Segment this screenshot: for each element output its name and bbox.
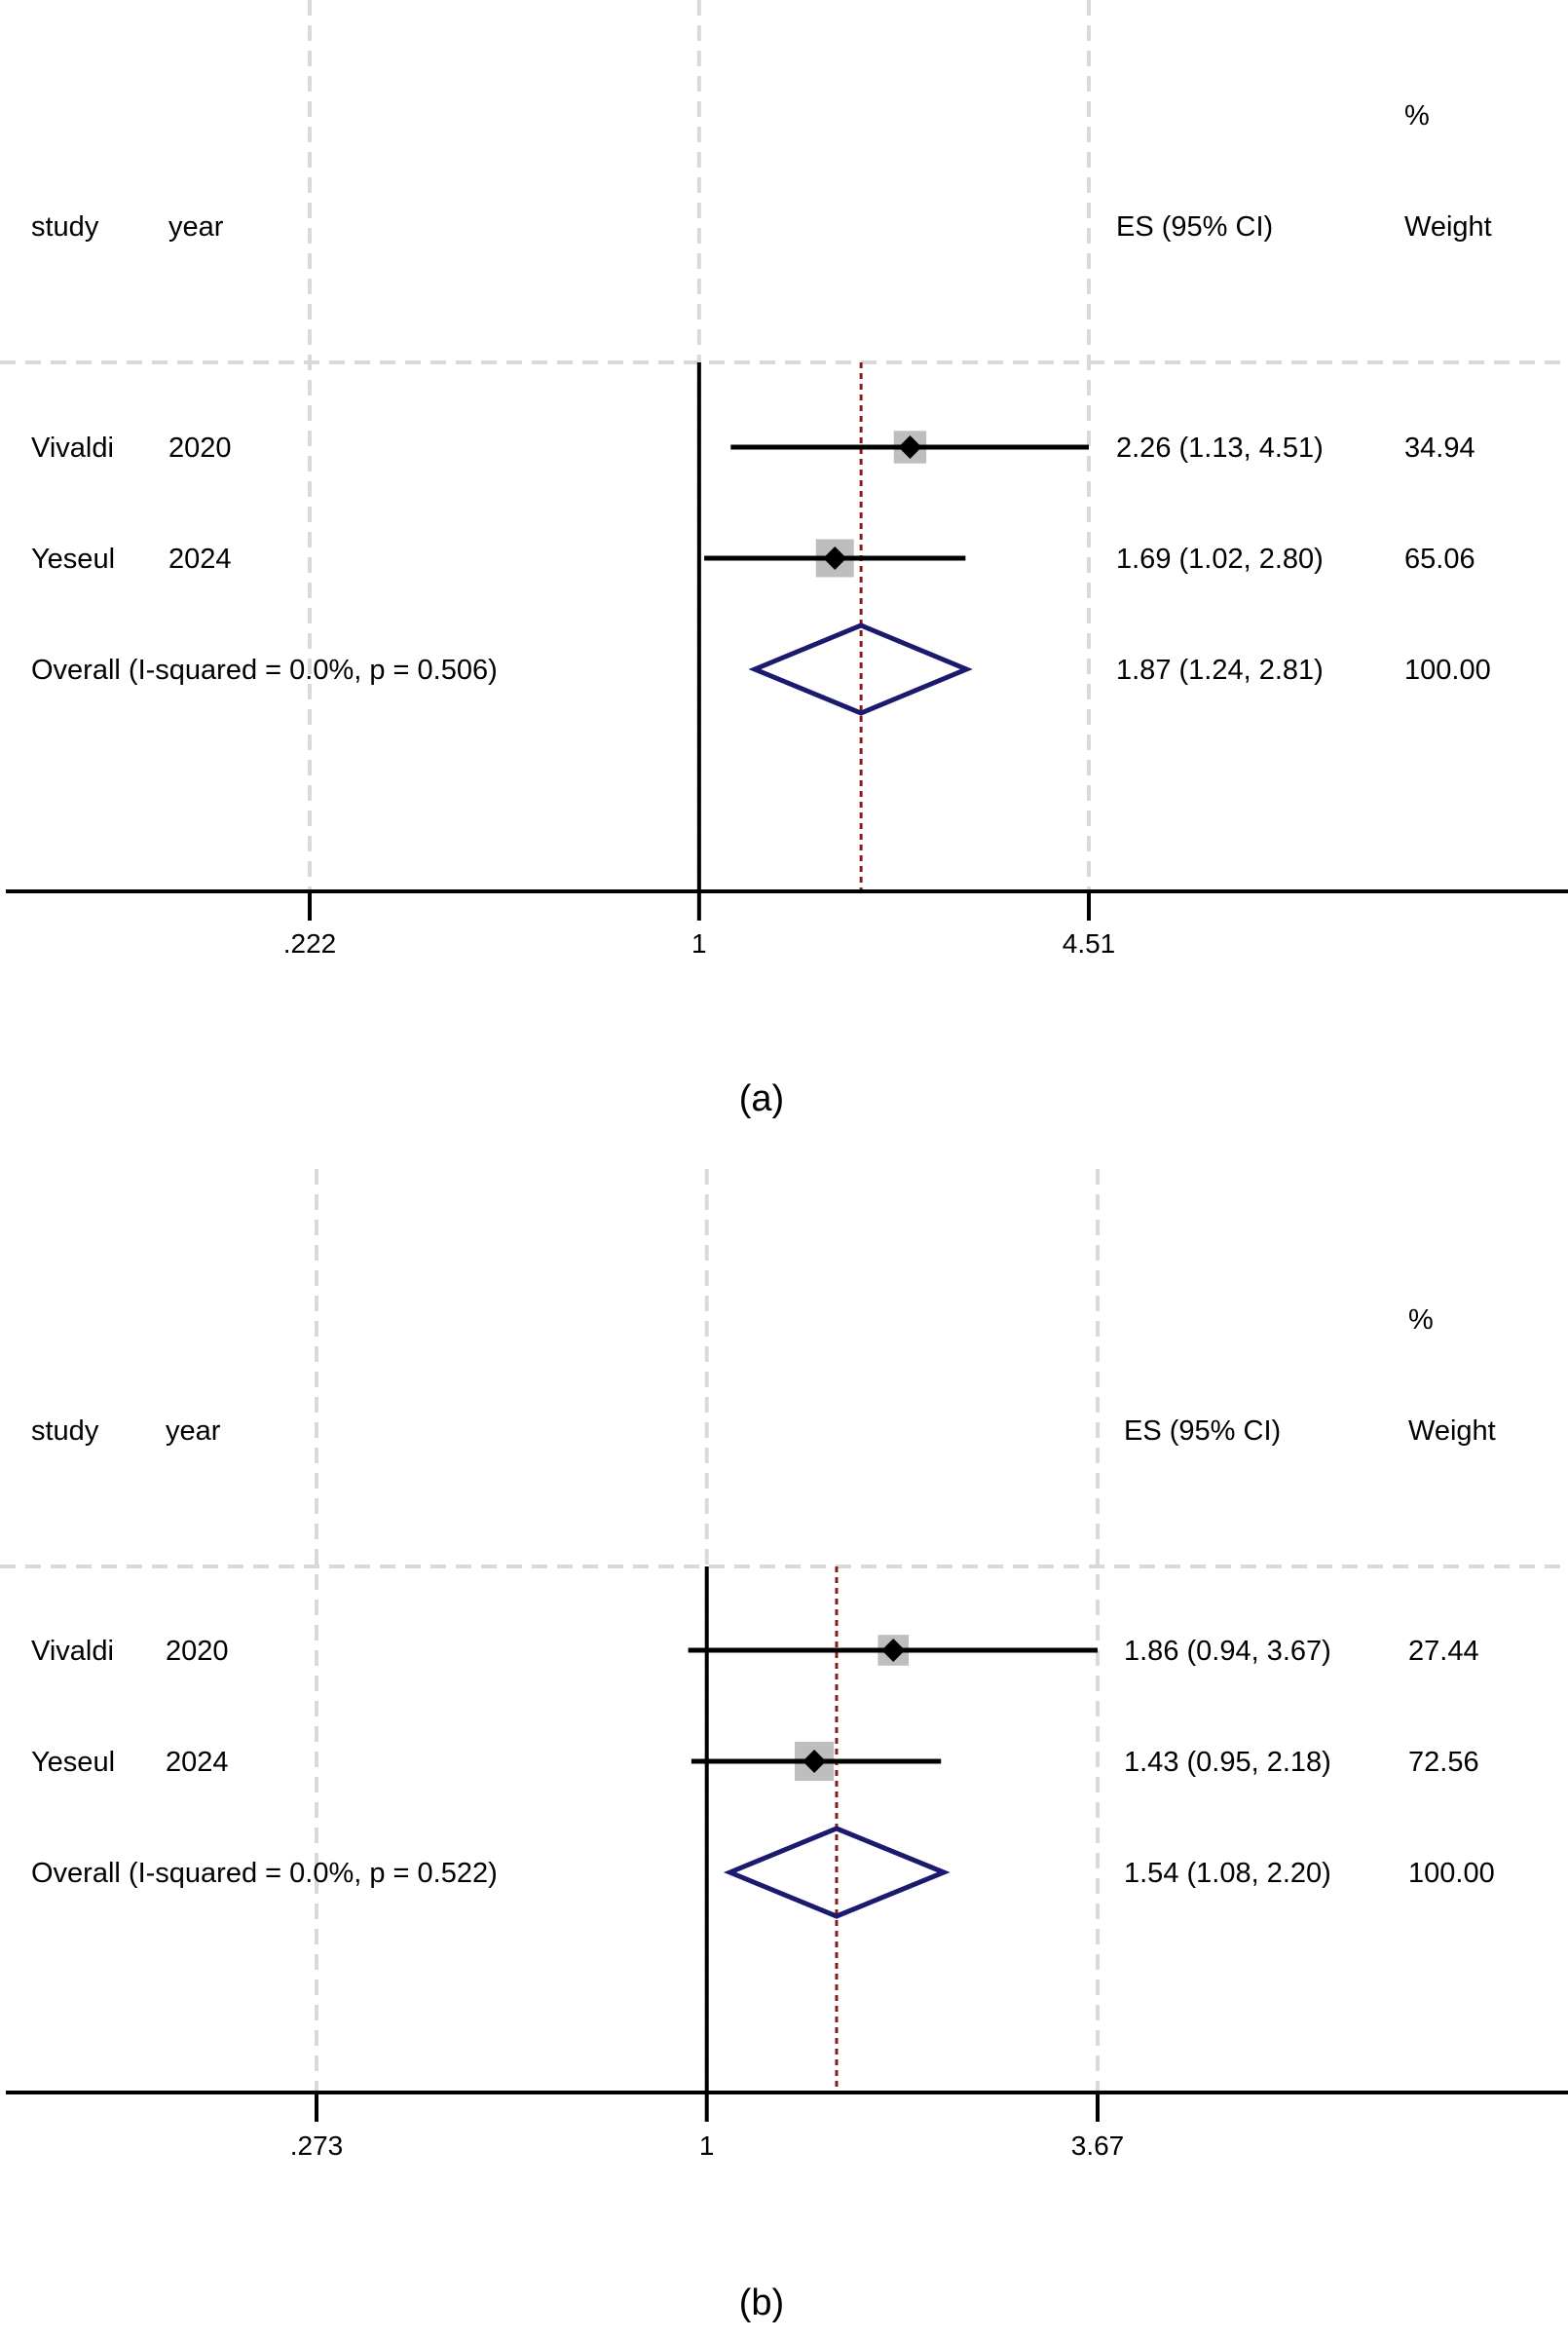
study-year: 2024 xyxy=(166,1747,229,1778)
study-weight: 27.44 xyxy=(1408,1636,1479,1667)
x-tick-label: 3.67 xyxy=(1071,2131,1125,2161)
point-estimate-marker xyxy=(823,547,847,570)
forest-plot-b: study year ES (95% CI)% Weight Vivaldi 2020 1.… xyxy=(0,1169,1568,2338)
point-estimate-marker xyxy=(803,1750,827,1773)
study-name: Vivaldi xyxy=(31,1636,114,1667)
overall-label: Overall (I-squared = 0.0%, p = 0.522) xyxy=(31,1858,498,1889)
study-es-ci: 2.26 (1.13, 4.51) xyxy=(1116,433,1324,464)
study-es-ci: 1.69 (1.02, 2.80) xyxy=(1116,544,1324,575)
study-es-ci: 1.43 (0.95, 2.18) xyxy=(1124,1747,1331,1778)
x-tick-label: 1 xyxy=(699,2131,715,2161)
header-weight: Weight xyxy=(1408,1415,1496,1447)
study-weight: 65.06 xyxy=(1404,544,1475,575)
overall-diamond xyxy=(748,622,973,716)
header-es: ES (95% CI) xyxy=(1124,1415,1281,1447)
forest-plot-a: study year ES (95% CI)% Weight Vivaldi 2020 2.… xyxy=(0,0,1568,1119)
x-tick-label: 4.51 xyxy=(1063,928,1116,959)
study-es-ci: 1.86 (0.94, 3.67) xyxy=(1124,1636,1331,1667)
x-tick-label: 1 xyxy=(691,928,707,959)
study-year: 2020 xyxy=(168,433,232,464)
panel-caption: (a) xyxy=(739,1078,784,1119)
header-year: year xyxy=(168,211,224,243)
panel-caption: (b) xyxy=(739,2282,784,2323)
header-study: study xyxy=(31,1415,99,1447)
overall-es-ci: 1.54 (1.08, 2.20) xyxy=(1124,1858,1331,1889)
header-study: study xyxy=(31,211,99,243)
point-estimate-marker xyxy=(898,435,922,459)
forest-plot-a-svg: study year ES (95% CI)% Weight Vivaldi 2020 2.… xyxy=(0,0,1568,1119)
x-tick-label: .273 xyxy=(290,2131,344,2161)
study-name: Yeseul xyxy=(31,544,115,575)
overall-diamond xyxy=(723,1826,951,1919)
x-tick-label: .222 xyxy=(283,928,337,959)
overall-weight: 100.00 xyxy=(1408,1858,1495,1889)
study-name: Yeseul xyxy=(31,1747,115,1778)
point-estimate-marker xyxy=(881,1639,906,1662)
header-es: ES (95% CI) xyxy=(1116,211,1273,243)
overall-weight: 100.00 xyxy=(1404,655,1491,686)
header-weight-percent: % xyxy=(1404,100,1430,132)
study-name: Vivaldi xyxy=(31,433,114,464)
overall-label: Overall (I-squared = 0.0%, p = 0.506) xyxy=(31,655,498,686)
overall-es-ci: 1.87 (1.24, 2.81) xyxy=(1116,655,1324,686)
forest-plot-b-svg: study year ES (95% CI)% Weight Vivaldi 2020 1.… xyxy=(0,1169,1568,2323)
header-weight: Weight xyxy=(1404,211,1492,243)
header-weight-percent: % xyxy=(1408,1304,1434,1336)
study-weight: 72.56 xyxy=(1408,1747,1479,1778)
header-year: year xyxy=(166,1415,221,1447)
study-weight: 34.94 xyxy=(1404,433,1475,464)
study-year: 2024 xyxy=(168,544,232,575)
study-year: 2020 xyxy=(166,1636,229,1667)
